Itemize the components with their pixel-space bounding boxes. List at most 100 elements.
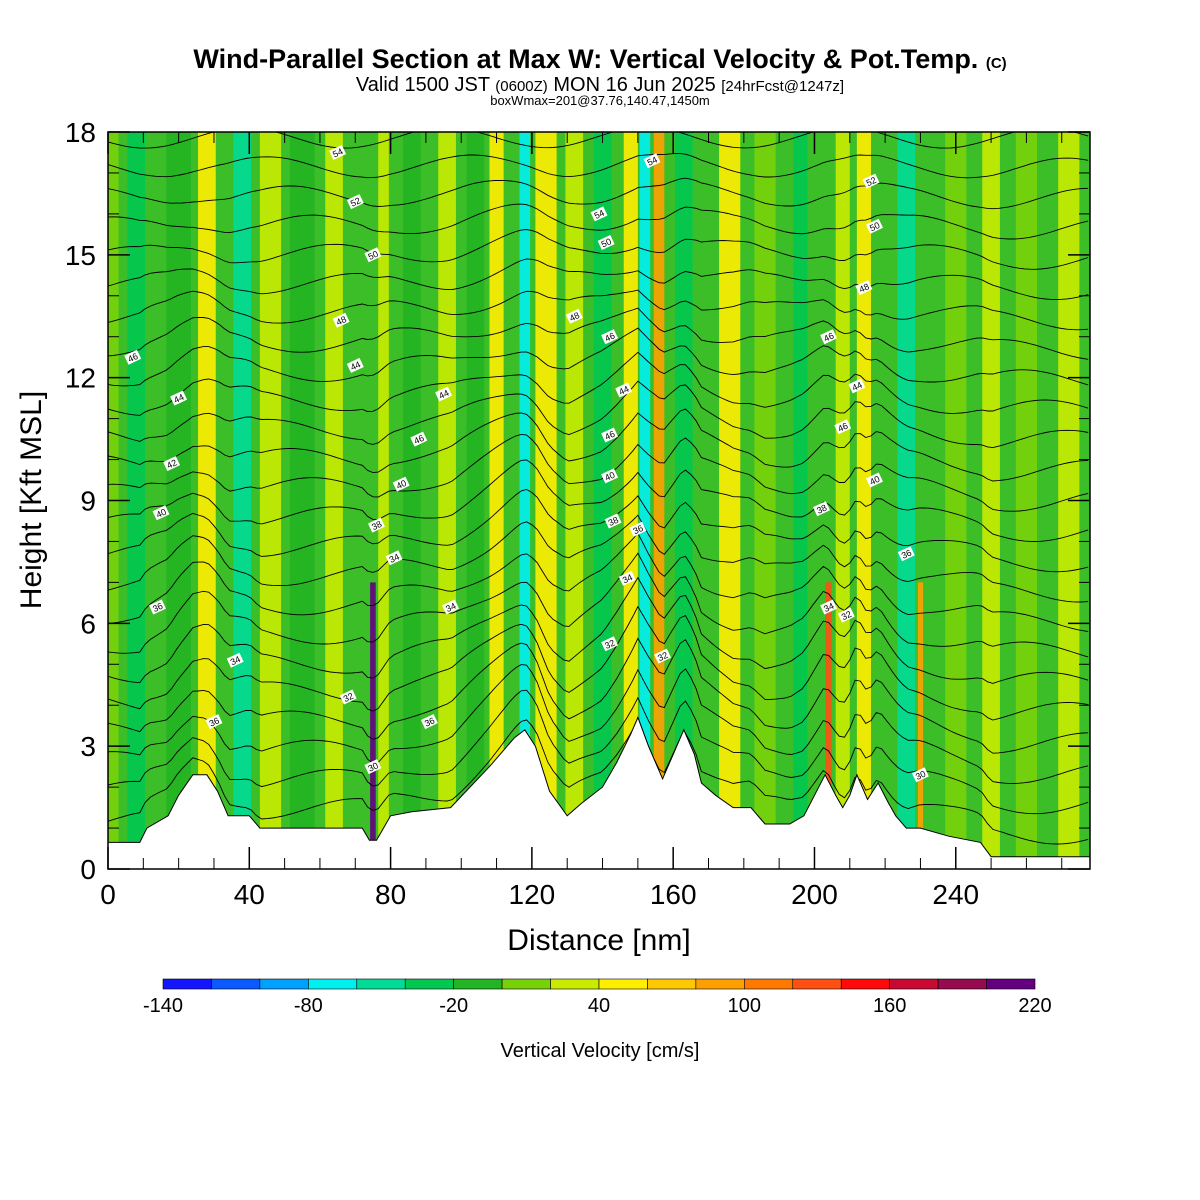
velocity-band-8 xyxy=(370,582,376,869)
theta-label-bg xyxy=(601,468,619,484)
theta-contour-21 xyxy=(108,177,1089,210)
colorbar-swatch-6 xyxy=(453,978,503,990)
theta-label-9: 48 xyxy=(332,312,350,328)
theta-label-24: 40 xyxy=(601,468,619,484)
terrain-mask xyxy=(108,716,1090,869)
theta-label-5: 50 xyxy=(866,218,883,234)
theta-label-bg xyxy=(897,546,915,562)
colorbar-swatch-14 xyxy=(840,978,890,990)
copyright-mark: (C) xyxy=(985,55,1007,72)
theta-contour-16 xyxy=(108,307,1089,360)
theta-label-bg xyxy=(392,476,410,492)
x-axis-label: Distance [nm] xyxy=(507,924,690,957)
velocity-band-3 xyxy=(198,132,216,869)
x-tick-label-5: 200 xyxy=(791,879,838,910)
theta-label-text: 36 xyxy=(423,715,436,728)
chart-box-info: boxWmax=201@37.76,140.47,1450m xyxy=(490,93,710,108)
theta-label-text: 32 xyxy=(656,650,669,663)
theta-label-bg xyxy=(820,329,838,345)
velocity-band-11 xyxy=(438,132,456,869)
velocity-band-14 xyxy=(519,132,531,869)
colorbar-tick-label-1: -80 xyxy=(294,995,323,1017)
theta-contour-4 xyxy=(108,605,1089,721)
velocity-band-5 xyxy=(259,132,282,869)
theta-label-bg xyxy=(601,329,619,345)
theta-contour-13 xyxy=(108,380,1089,449)
theta-label-bg xyxy=(152,505,170,521)
theta-label-bg xyxy=(149,599,166,615)
velocity-band-31 xyxy=(982,132,1000,869)
theta-label-41: 32 xyxy=(339,689,357,705)
velocity-band-1 xyxy=(127,132,146,869)
theta-label-bg xyxy=(329,145,347,160)
theta-label-text: 36 xyxy=(208,715,221,728)
velocity-band-7 xyxy=(325,132,343,869)
theta-label-text: 46 xyxy=(836,421,849,434)
x-tick-label-3: 120 xyxy=(509,879,556,910)
theta-label-29: 36 xyxy=(629,521,647,537)
theta-label-bg xyxy=(629,521,647,537)
theta-label-13: 46 xyxy=(124,349,142,365)
theta-contour-0 xyxy=(108,716,1089,845)
theta-label-25: 40 xyxy=(866,472,883,488)
velocity-band-30 xyxy=(945,132,967,869)
theta-contour-23 xyxy=(108,132,1089,149)
theta-label-21: 46 xyxy=(834,419,852,435)
x-tick-label-6: 240 xyxy=(932,879,979,910)
theta-label-1: 54 xyxy=(643,153,661,169)
y-tick-label-6: 18 xyxy=(65,117,96,148)
theta-label-39: 32 xyxy=(654,648,672,664)
colorbar-swatch-8 xyxy=(550,978,600,990)
theta-label-40: 34 xyxy=(226,652,244,668)
theta-label-bg xyxy=(332,312,350,328)
theta-label-22: 42 xyxy=(163,456,181,472)
theta-label-bg xyxy=(205,714,223,730)
theta-label-text: 36 xyxy=(151,601,164,614)
colorbar-tick-label-2: -20 xyxy=(439,995,468,1017)
theta-label-text: 46 xyxy=(126,351,139,364)
theta-label-20: 46 xyxy=(601,427,619,443)
y-axis-label: Height [Kft MSL] xyxy=(15,391,48,609)
theta-label-15: 44 xyxy=(170,390,188,406)
colorbar-swatch-16 xyxy=(937,978,987,990)
y-tick-label-1: 3 xyxy=(80,731,96,762)
theta-label-14: 44 xyxy=(346,357,364,373)
theta-label-text: 38 xyxy=(607,515,620,528)
theta-label-text: 44 xyxy=(172,392,185,405)
colorbar-swatch-15 xyxy=(889,978,939,990)
velocity-band-12 xyxy=(466,132,485,869)
theta-label-28: 38 xyxy=(604,513,622,529)
colorbar-tick-label-0: -140 xyxy=(143,995,183,1017)
theta-label-bg xyxy=(604,513,622,529)
theta-contour-10 xyxy=(108,459,1089,542)
theta-label-bg xyxy=(565,308,583,324)
x-tick-label-4: 160 xyxy=(650,879,697,910)
terrain-surface xyxy=(108,716,1090,869)
velocity-band-18 xyxy=(623,132,638,869)
colorbar-swatch-2 xyxy=(259,978,309,990)
theta-label-text: 48 xyxy=(335,314,348,327)
theta-label-text: 34 xyxy=(229,654,242,667)
theta-label-bg xyxy=(862,173,880,189)
theta-label-4: 54 xyxy=(590,206,608,222)
theta-label-bg xyxy=(866,472,883,488)
theta-label-bg xyxy=(813,501,830,517)
theta-label-bg xyxy=(339,689,357,705)
velocity-band-22 xyxy=(719,132,741,869)
theta-contour-labels: 54 54 52 52 54 50 50 50 48 48 48 46 46 46 44 44 44 44 44 46… xyxy=(124,145,929,783)
theta-label-text: 46 xyxy=(603,429,616,442)
theta-label-bg xyxy=(590,206,608,222)
subtitle-forecast: [24hrFcst@1247z] xyxy=(721,78,845,95)
theta-label-bg xyxy=(848,378,866,394)
theta-label-bg xyxy=(346,194,364,210)
theta-label-36: 34 xyxy=(442,599,460,615)
theta-label-32: 36 xyxy=(897,546,915,562)
theta-label-45: 30 xyxy=(911,767,929,783)
velocity-band-20 xyxy=(653,132,665,869)
theta-label-text: 38 xyxy=(815,503,828,516)
velocity-band-15 xyxy=(535,132,557,869)
theta-label-38: 32 xyxy=(601,636,619,652)
theta-label-bg xyxy=(435,386,453,402)
theta-label-text: 32 xyxy=(342,691,355,704)
